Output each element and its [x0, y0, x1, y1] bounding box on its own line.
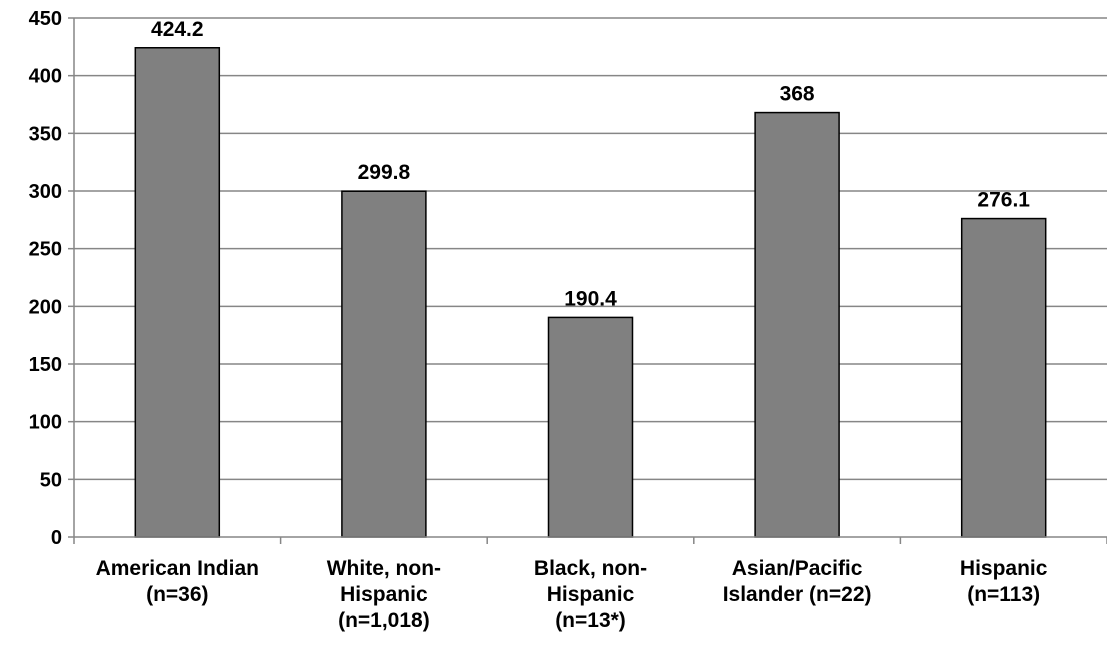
category-label-line: Hispanic	[960, 557, 1048, 580]
category-label-line: Asian/Pacific	[732, 557, 863, 580]
y-tick-label: 150	[29, 354, 62, 376]
category-label-line: Hispanic	[547, 583, 635, 606]
category-label: Hispanic (n=113)	[960, 557, 1048, 606]
y-tick-label: 450	[29, 8, 62, 30]
gridlines	[74, 17, 1107, 481]
bar	[134, 47, 221, 538]
category-labels: American Indian (n=36) White, non- Hispanic…	[96, 557, 1048, 632]
data-labels: 424.2 299.8 190.4 368 276.1	[151, 18, 1030, 311]
y-tick-label: 350	[29, 123, 62, 145]
data-label: 299.8	[358, 161, 411, 184]
category-label-line: (n=1,018)	[338, 609, 430, 632]
axes	[68, 17, 1107, 544]
y-tick-label: 100	[29, 412, 62, 434]
bars	[134, 47, 1047, 538]
y-tick-labels: 0 50 100 150 200 250 300 350 400 450	[29, 8, 62, 549]
y-tick-label: 250	[29, 239, 62, 261]
category-label-line: Islander (n=22)	[723, 583, 872, 606]
category-label-line: Hispanic	[340, 583, 428, 606]
data-label: 368	[780, 83, 815, 106]
data-label: 190.4	[564, 287, 617, 310]
category-label: Black, non- Hispanic (n=13*)	[534, 557, 647, 632]
data-label: 276.1	[977, 189, 1030, 212]
category-label: Asian/Pacific Islander (n=22)	[723, 557, 872, 606]
bar	[547, 316, 634, 538]
category-label: American Indian (n=36)	[96, 557, 259, 606]
category-label-line: American Indian	[96, 557, 259, 580]
y-tick-label: 300	[29, 181, 62, 203]
category-label-line: (n=13*)	[555, 609, 626, 632]
y-tick-label: 50	[40, 469, 62, 491]
category-label-line: (n=36)	[146, 583, 208, 606]
y-tick-label: 400	[29, 66, 62, 88]
y-tick-label: 200	[29, 296, 62, 318]
category-label-line: White, non-	[327, 557, 441, 580]
category-label: White, non- Hispanic (n=1,018)	[327, 557, 441, 632]
bar	[341, 190, 427, 538]
data-label: 424.2	[151, 18, 204, 41]
category-label-line: (n=113)	[967, 583, 1040, 606]
bar	[960, 217, 1047, 538]
category-label-line: Black, non-	[534, 557, 647, 580]
y-tick-label: 0	[51, 527, 62, 549]
bar	[754, 111, 840, 538]
